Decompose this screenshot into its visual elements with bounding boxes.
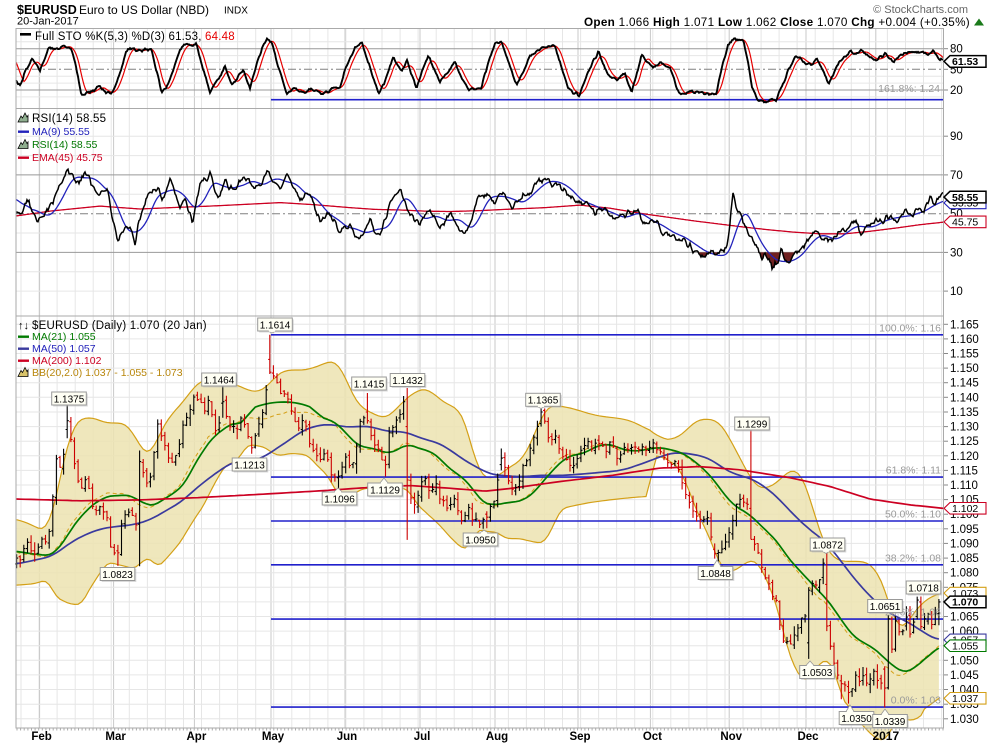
- svg-text:1.095: 1.095: [950, 524, 979, 536]
- svg-text:61.53: 61.53: [952, 56, 978, 68]
- svg-text:1.1129: 1.1129: [370, 485, 400, 496]
- svg-text:1.0848: 1.0848: [700, 569, 731, 580]
- svg-text:1.115: 1.115: [950, 465, 978, 477]
- svg-text:1.1432: 1.1432: [392, 376, 423, 387]
- svg-text:1.070: 1.070: [952, 597, 978, 609]
- svg-text:1.1213: 1.1213: [234, 460, 265, 471]
- svg-text:Feb: Feb: [31, 731, 51, 743]
- svg-text:1.0950: 1.0950: [465, 535, 496, 546]
- svg-text:50.0%: 1.10: 50.0%: 1.10: [885, 509, 941, 521]
- svg-text:80: 80: [950, 44, 963, 56]
- svg-text:1.165: 1.165: [950, 319, 979, 331]
- svg-text:1.037: 1.037: [952, 693, 978, 705]
- svg-text:58.55: 58.55: [952, 192, 978, 204]
- svg-text:↑↓: ↑↓: [18, 320, 29, 332]
- svg-text:20-Jan-2017: 20-Jan-2017: [17, 16, 79, 28]
- svg-text:1.055: 1.055: [952, 641, 978, 653]
- svg-text:MA(21) 1.055: MA(21) 1.055: [32, 331, 96, 343]
- svg-text:1.0651: 1.0651: [870, 602, 901, 613]
- svg-text:Open 1.066 High 1.071 Low 1.06: Open 1.066 High 1.071 Low 1.062 Close 1.…: [584, 16, 970, 29]
- svg-text:May: May: [262, 731, 285, 743]
- svg-text:61.8%: 1.11: 61.8%: 1.11: [886, 465, 941, 477]
- svg-text:BB(20,2.0) 1.037 - 1.055 - 1.0: BB(20,2.0) 1.037 - 1.055 - 1.073: [32, 367, 183, 379]
- svg-text:1.1299: 1.1299: [737, 419, 768, 430]
- svg-text:Aug: Aug: [486, 731, 508, 743]
- svg-text:1.125: 1.125: [950, 436, 979, 448]
- svg-text:Jun: Jun: [337, 731, 357, 743]
- svg-text:MA(50) 1.057: MA(50) 1.057: [32, 343, 96, 355]
- svg-text:1.150: 1.150: [950, 363, 979, 375]
- svg-text:Mar: Mar: [105, 731, 126, 743]
- svg-text:1.050: 1.050: [950, 655, 979, 667]
- svg-text:1.102: 1.102: [952, 503, 978, 515]
- svg-text:30: 30: [950, 247, 963, 259]
- svg-text:1.0823: 1.0823: [102, 570, 133, 581]
- svg-text:1.080: 1.080: [950, 568, 979, 580]
- svg-text:161.8%: 1.24: 161.8%: 1.24: [878, 83, 940, 95]
- svg-text:45.75: 45.75: [952, 217, 978, 229]
- svg-text:Jul: Jul: [414, 731, 431, 743]
- svg-text:1.140: 1.140: [950, 392, 979, 404]
- svg-text:Full STO %K(5,3) %D(3) 61.53,: Full STO %K(5,3) %D(3) 61.53, 64.48: [35, 31, 235, 43]
- svg-text:1.0872: 1.0872: [812, 540, 843, 551]
- svg-text:1.1375: 1.1375: [54, 394, 85, 405]
- svg-text:38.2%: 1.08: 38.2%: 1.08: [885, 552, 941, 564]
- svg-text:1.130: 1.130: [950, 422, 979, 434]
- svg-text:1.1614: 1.1614: [260, 320, 291, 331]
- svg-text:RSI(14) 58.55: RSI(14) 58.55: [32, 139, 98, 151]
- svg-text:1.1415: 1.1415: [354, 379, 385, 390]
- svg-text:1.135: 1.135: [950, 407, 979, 419]
- svg-text:1.030: 1.030: [950, 714, 979, 726]
- svg-text:1.0718: 1.0718: [908, 583, 939, 594]
- svg-text:1.090: 1.090: [950, 538, 979, 550]
- svg-text:1.085: 1.085: [950, 553, 979, 565]
- svg-text:© StockCharts.com: © StockCharts.com: [873, 4, 968, 16]
- svg-text:1.120: 1.120: [950, 451, 979, 463]
- svg-text:MA(9) 55.55: MA(9) 55.55: [32, 126, 90, 138]
- svg-text:1.155: 1.155: [950, 349, 979, 361]
- svg-text:Euro to US Dollar (NBD): Euro to US Dollar (NBD): [79, 3, 209, 17]
- svg-text:1.1464: 1.1464: [204, 375, 235, 386]
- svg-text:100.0%: 1.16: 100.0%: 1.16: [879, 322, 941, 334]
- svg-text:2017: 2017: [872, 729, 899, 743]
- svg-text:1.065: 1.065: [950, 612, 979, 624]
- svg-text:Sep: Sep: [569, 731, 590, 743]
- svg-text:70: 70: [950, 170, 963, 182]
- svg-text:1.145: 1.145: [950, 378, 979, 390]
- svg-text:Nov: Nov: [720, 731, 742, 743]
- svg-text:1.045: 1.045: [950, 670, 979, 682]
- svg-text:MA(200) 1.102: MA(200) 1.102: [32, 355, 102, 367]
- svg-text:1.0339: 1.0339: [875, 717, 906, 728]
- svg-text:10: 10: [950, 286, 963, 298]
- svg-text:$EURUSD (Daily) 1.070 (20 Jan): $EURUSD (Daily) 1.070 (20 Jan): [32, 320, 207, 332]
- svg-text:Apr: Apr: [186, 731, 206, 743]
- svg-text:Oct: Oct: [643, 731, 662, 743]
- svg-text:0.0%: 1.03: 0.0%: 1.03: [891, 695, 941, 707]
- svg-text:1.1365: 1.1365: [528, 396, 559, 407]
- svg-text:90: 90: [950, 131, 963, 143]
- svg-text:INDX: INDX: [224, 6, 248, 17]
- svg-text:EMA(45) 45.75: EMA(45) 45.75: [32, 152, 103, 164]
- svg-text:20: 20: [950, 85, 963, 97]
- svg-text:Dec: Dec: [797, 731, 819, 743]
- svg-text:1.110: 1.110: [950, 480, 978, 492]
- svg-text:1.160: 1.160: [950, 334, 979, 346]
- svg-text:1.0350: 1.0350: [841, 714, 872, 725]
- svg-text:1.0503: 1.0503: [802, 668, 833, 679]
- svg-text:1.1096: 1.1096: [324, 494, 355, 505]
- svg-text:$EURUSD: $EURUSD: [17, 3, 77, 17]
- svg-text:RSI(14) 58.55: RSI(14) 58.55: [32, 113, 106, 125]
